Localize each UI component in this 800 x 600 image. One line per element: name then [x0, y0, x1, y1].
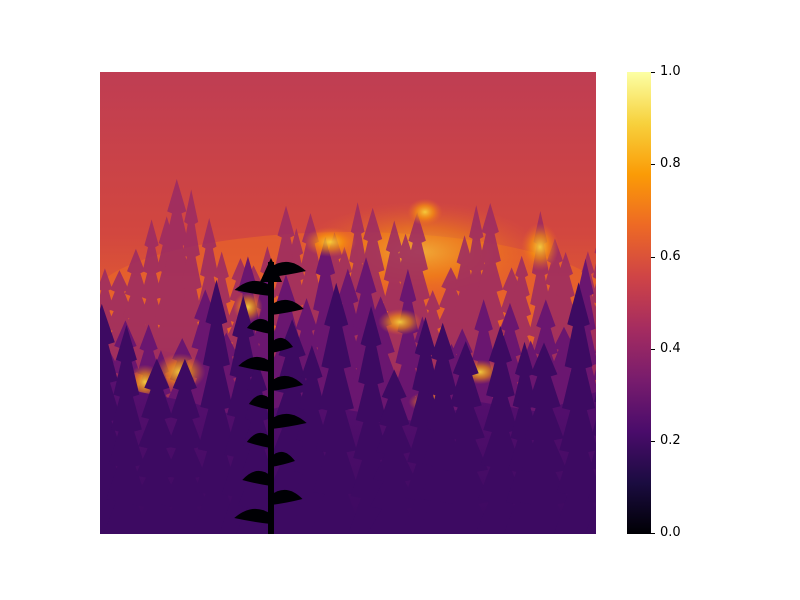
- pine-branch: [271, 261, 306, 277]
- fire-spot: [378, 308, 422, 336]
- pine-branch: [271, 337, 294, 353]
- pine-branch: [248, 394, 271, 410]
- pine-branch: [271, 299, 304, 315]
- pine-crown: [260, 258, 282, 282]
- foreground-tree: [554, 282, 596, 534]
- colorbar-tick-label: 0.2: [660, 433, 681, 448]
- colorbar-tick: [651, 441, 655, 442]
- fire-spot: [303, 227, 357, 257]
- heatmap-image: [100, 72, 596, 534]
- colorbar-tick-label: 0.4: [660, 341, 681, 356]
- foreground-trees: [100, 279, 596, 534]
- pine-branch: [234, 280, 271, 296]
- foreground-tree: [585, 394, 596, 534]
- colorbar-tick: [651, 72, 655, 73]
- pine-branch: [271, 375, 304, 391]
- colorbar-tick: [651, 533, 655, 534]
- background-tree: [586, 247, 596, 375]
- colorbar-tick-label: 0.6: [660, 249, 681, 264]
- colorbar-tick: [651, 349, 655, 350]
- foreground-tree: [437, 341, 494, 534]
- pine-branch: [234, 508, 271, 524]
- pine-branch: [238, 356, 271, 372]
- colorbar-tick: [651, 164, 655, 165]
- pine-branch: [242, 470, 271, 486]
- fire-spot: [407, 198, 443, 226]
- colorbar-tick: [651, 257, 655, 258]
- pine-trunk: [268, 262, 274, 534]
- pine-branch: [271, 451, 295, 467]
- pine-branch: [271, 489, 303, 505]
- forest-fire-image: [100, 72, 596, 534]
- colorbar-tick-label: 0.8: [660, 156, 681, 171]
- colorbar: [627, 72, 651, 534]
- colorbar-tick-label: 1.0: [660, 64, 681, 79]
- fire-spot: [521, 223, 559, 271]
- foreground-tree: [310, 282, 363, 534]
- foreground-tree: [192, 279, 241, 534]
- pine-branch: [246, 318, 271, 334]
- pine-branch: [271, 413, 307, 429]
- foreground-pine: [234, 258, 307, 534]
- colorbar-gradient: [627, 72, 651, 534]
- foreground-tree: [235, 360, 279, 534]
- colorbar-tick-label: 0.0: [660, 525, 681, 540]
- pine-branch: [246, 432, 271, 448]
- foreground-tree: [103, 324, 150, 534]
